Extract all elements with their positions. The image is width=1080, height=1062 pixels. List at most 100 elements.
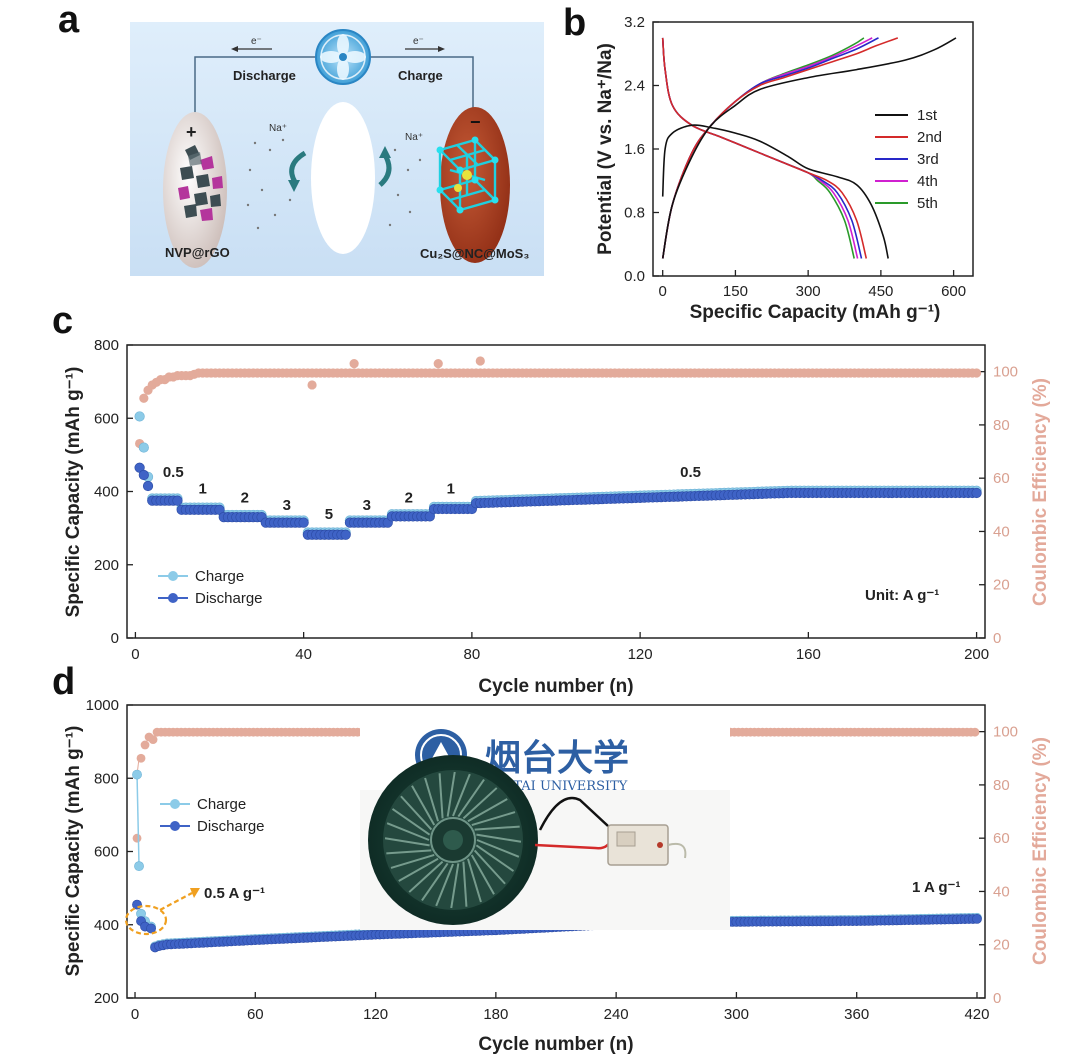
legend-label-discharge: Discharge: [195, 590, 263, 607]
x-tick-label-c: 80: [464, 646, 481, 663]
y-tick-label-d: 800: [94, 770, 119, 787]
x-tick-label-b: 150: [723, 283, 748, 300]
axis-ticks-d: 0 60 120 180 240 300 360 420 200 400 600 800 1000 0 20…: [86, 697, 1018, 1023]
y-tick-label-b: 0.0: [624, 268, 645, 285]
legend-label-charge: Charge: [195, 568, 244, 585]
discharge-curve-2nd: [661, 37, 868, 259]
legend-c: Charge Discharge: [158, 568, 263, 607]
y-tick-label-b: 0.8: [624, 205, 645, 222]
schematic-panel: e⁻ e⁻ Discharge Charge +: [130, 22, 544, 276]
legend-marker-discharge: [168, 593, 178, 603]
legend-label-5th: 5th: [917, 195, 938, 212]
y-axis-title-b: Potential (V vs. Na⁺/Na): [595, 43, 616, 255]
discharge-point: [142, 480, 154, 492]
discharge-point: [972, 913, 982, 924]
panel-d-long-cycling: 0 60 120 180 240 300 360 420 200 400 600 800 1000 0 20…: [63, 697, 1051, 1055]
legend-label-3rd: 3rd: [917, 151, 939, 168]
electron-label-right: e⁻: [413, 36, 424, 47]
x-tick-label-d: 60: [247, 1006, 264, 1023]
legend-marker-charge: [170, 799, 180, 809]
rate-label: 2: [241, 489, 249, 506]
discharge-label: Discharge: [233, 68, 296, 83]
x-axis-title-b: Specific Capacity (mAh g⁻¹): [690, 302, 941, 323]
ce-point: [136, 753, 146, 763]
ce-point: [148, 735, 158, 745]
charge-point: [134, 861, 144, 872]
watermark: 大数跨境: [11, 1029, 120, 1053]
y-tick-label-b: 1.6: [624, 141, 645, 158]
x-tick-label-d: 240: [604, 1006, 629, 1023]
panel-label-d: d: [52, 661, 75, 703]
y-tick-label-c: 400: [94, 484, 119, 501]
plot-frame-b: [652, 21, 974, 277]
x-tick-label-d: 360: [844, 1006, 869, 1023]
x-tick-label-b: 0: [659, 283, 667, 300]
y2-tick-label-d: 40: [993, 883, 1010, 900]
axis-ticks-b: 0 150 300 450 600 0.0 0.8 1.6 2.4 3.2: [624, 14, 966, 300]
device-photo: 烟台大学 YANTAI UNIVERSITY: [360, 718, 730, 930]
ion-dots: [246, 138, 422, 230]
y-axis-title-d: Specific Capacity (mAh g⁻¹): [63, 726, 84, 977]
y2-axis-title-c: Coulombic Efficiency (%): [1030, 378, 1051, 606]
wire-right: [370, 56, 474, 115]
y2-tick-label-c: 100: [993, 364, 1018, 381]
university-chinese-name: 烟台大学: [485, 737, 629, 779]
ce-point: [971, 368, 982, 378]
y-tick-label-c: 0: [111, 630, 119, 647]
y-tick-label-d: 200: [94, 990, 119, 1007]
wire-left: [194, 56, 317, 120]
rate-label: 0.5: [163, 464, 184, 481]
discharge-point: [340, 529, 351, 540]
panel-label-b: b: [563, 2, 586, 44]
highlight-ellipse: [124, 904, 168, 936]
x-tick-label-d: 120: [363, 1006, 388, 1023]
x-tick-label-d: 300: [724, 1006, 749, 1023]
panel-label-c: c: [52, 300, 73, 342]
discharge-curve-3rd: [661, 37, 863, 259]
rate-label: 3: [363, 497, 371, 514]
separator: [311, 102, 375, 254]
cathode-electrode: [163, 112, 227, 268]
y2-tick-label-c: 60: [993, 470, 1010, 487]
ce-point: [132, 833, 142, 843]
x-axis-title-d: Cycle number (n): [478, 1034, 633, 1055]
y-tick-label-c: 200: [94, 557, 119, 574]
electron-label-left: e⁻: [251, 36, 262, 47]
watermark-logo-icon: [11, 1029, 33, 1051]
ce-point: [139, 393, 149, 403]
highlight-arrow: [159, 892, 193, 911]
legend-b: 1st 2nd 3rd 4th 5th: [875, 107, 942, 212]
y2-axis-title-d: Coulombic Efficiency (%): [1030, 737, 1051, 965]
y2-tick-label-c: 20: [993, 577, 1010, 594]
charge-point: [134, 411, 145, 422]
x-tick-label-b: 300: [796, 283, 821, 300]
rate-labels-c: 0.5 1 2 3 5 3 2 1 0.5: [163, 464, 701, 523]
y-tick-label-b: 3.2: [624, 14, 645, 31]
charge-curve-2nd: [661, 37, 899, 259]
x-tick-label-c: 160: [796, 646, 821, 663]
battery-cell-icon: [607, 824, 687, 866]
plus-sign: +: [186, 122, 197, 142]
discharge-point: [298, 517, 309, 528]
x-tick-label-d: 0: [131, 1006, 139, 1023]
legend-label-4th: 4th: [917, 173, 938, 190]
ce-markers-c: [135, 356, 982, 449]
x-tick-label-c: 40: [295, 646, 312, 663]
charge-connector: [136, 774, 140, 867]
x-tick-label-c: 0: [131, 646, 139, 663]
x-tick-label-c: 120: [628, 646, 653, 663]
capacity-markers-c: [134, 411, 982, 540]
ce-point: [140, 740, 150, 750]
anode-label: Cu₂S@NC@MoS₃: [420, 246, 529, 261]
na-ion-label-right: Na⁺: [405, 132, 423, 143]
discharge-point: [172, 495, 183, 506]
panel-c-rate-performance: 0 40 80 120 160 2000200400600800020406080100 …: [63, 337, 1051, 697]
y2-tick-label-d: 0: [993, 990, 1001, 1007]
rate-label: 1: [447, 480, 455, 497]
charge-label: Charge: [398, 68, 443, 83]
y-tick-label-c: 800: [94, 337, 119, 354]
legend-label-discharge: Discharge: [197, 818, 265, 835]
black-wire: [538, 796, 609, 831]
unit-note-c: Unit: A g⁻¹: [865, 587, 939, 604]
